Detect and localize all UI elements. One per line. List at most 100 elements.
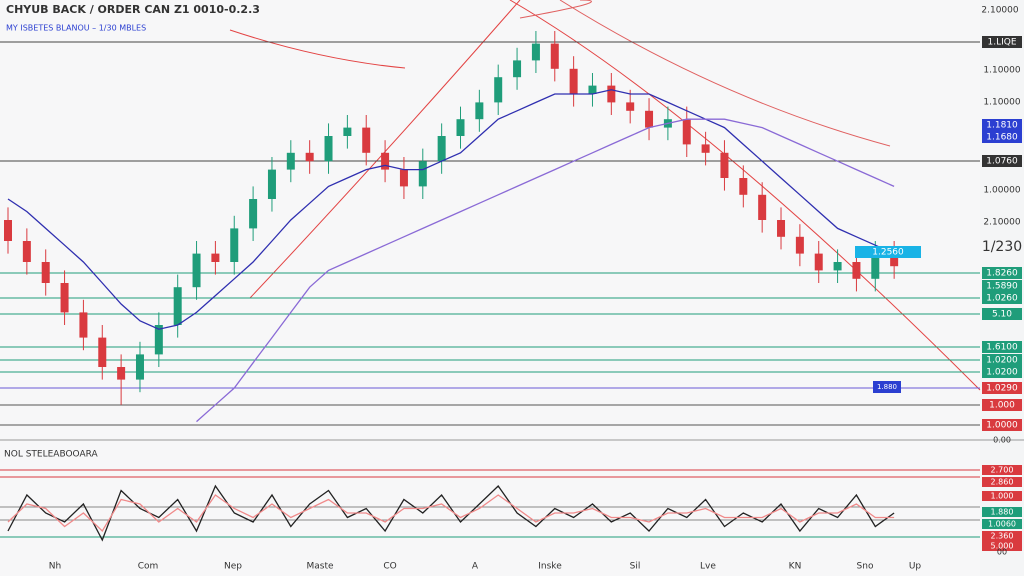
callout-label: 1.2560 xyxy=(872,248,904,258)
candle-body xyxy=(79,312,88,338)
price-label: 1.0290 xyxy=(986,384,1018,394)
candle-body xyxy=(645,110,654,128)
price-label: 1.5890 xyxy=(986,282,1018,292)
candle-body xyxy=(777,220,786,237)
price-label: 1.00000 xyxy=(983,186,1020,196)
x-tick-label: Sno xyxy=(857,562,874,572)
candle-body xyxy=(871,253,880,279)
x-tick-label: Maste xyxy=(306,562,333,572)
candle-body xyxy=(249,199,258,229)
candle-body xyxy=(41,262,50,283)
candle-body xyxy=(135,354,144,380)
candle-body xyxy=(22,241,31,262)
candle-body xyxy=(531,43,540,61)
osc-label: 2.860 xyxy=(991,478,1014,487)
price-tag xyxy=(982,119,1022,131)
x-tick-label: CO xyxy=(383,562,396,572)
x-tick-label: Nep xyxy=(224,562,242,572)
title: CHYUB BACK / ORDER CAN Z1 0010-0.2.3 xyxy=(6,3,260,16)
price-label: 5.10 xyxy=(992,310,1012,320)
price-tag xyxy=(982,292,1022,304)
candle-body xyxy=(456,119,465,136)
price-tag xyxy=(982,280,1022,292)
price-tag xyxy=(982,267,1022,279)
candle-body xyxy=(682,119,691,145)
price-tag xyxy=(982,131,1022,143)
candle-body xyxy=(381,152,390,170)
candle-body xyxy=(173,287,182,325)
subtitle: MY ISBETES BLANOU – 1/30 MBLES xyxy=(6,24,146,33)
price-tag xyxy=(982,419,1022,431)
moving-average xyxy=(196,118,895,423)
x-tick-label: Sil xyxy=(630,562,641,572)
candle-body xyxy=(833,262,842,271)
osc-label: 0.00 xyxy=(993,436,1011,445)
x-tick-label: Up xyxy=(909,562,922,572)
x-tick-label: Inske xyxy=(538,562,562,572)
price-label: 1.0200 xyxy=(986,356,1018,366)
callout xyxy=(873,381,901,393)
osc-tag xyxy=(982,531,1022,541)
price-tag xyxy=(982,399,1022,411)
osc-label: 1.0060 xyxy=(988,520,1016,529)
price-label: 1.10000 xyxy=(983,66,1020,76)
price-tag xyxy=(982,155,1022,167)
price-label: 1.000 xyxy=(989,401,1015,411)
price-tag xyxy=(982,36,1022,48)
candle-body xyxy=(550,43,559,69)
x-tick-label: KN xyxy=(789,562,802,572)
candle-body xyxy=(343,127,352,136)
x-tick-label: Lve xyxy=(700,562,716,572)
price-label: 1.1680 xyxy=(986,133,1018,143)
price-label: 1.1810 xyxy=(986,121,1018,131)
osc-tag xyxy=(982,519,1022,529)
candle-body xyxy=(513,60,522,78)
candle-body xyxy=(758,194,767,220)
top-label: 2.10000 xyxy=(981,6,1018,16)
candle-body xyxy=(475,102,484,120)
candle-body xyxy=(795,236,804,254)
oscillator-line xyxy=(7,484,895,542)
callout-label: 1.880 xyxy=(877,383,897,391)
candle-body xyxy=(362,127,371,153)
candle-body xyxy=(399,169,408,187)
price-label: 2.10000 xyxy=(983,218,1020,228)
price-tag xyxy=(982,354,1022,366)
price-tag xyxy=(982,366,1022,378)
candle-body xyxy=(852,262,861,279)
oscillator-line xyxy=(7,494,895,533)
x-tick-label: A xyxy=(472,562,479,572)
price-label: 1.6100 xyxy=(986,343,1018,353)
plot-bg xyxy=(0,0,980,576)
candle-body xyxy=(720,152,729,178)
candle-body xyxy=(494,77,503,103)
candle-body xyxy=(324,136,333,162)
price-label: 1.0000 xyxy=(986,421,1018,431)
osc-tag xyxy=(982,491,1022,501)
callout xyxy=(855,246,921,258)
osc-tag xyxy=(982,507,1022,517)
candle-body xyxy=(230,228,239,262)
price-label: 1.0260 xyxy=(986,294,1018,304)
candle-body xyxy=(98,337,107,367)
osc-label: 2.360 xyxy=(991,532,1014,541)
candle-body xyxy=(626,102,635,111)
candle-body xyxy=(569,68,578,94)
candle-body xyxy=(890,253,899,267)
osc-tag xyxy=(982,477,1022,487)
moving-average xyxy=(7,89,895,330)
price-label: 1.LIQE xyxy=(987,38,1016,48)
price-tag xyxy=(982,341,1022,353)
candle-body xyxy=(4,220,12,241)
price-label: 1.8260 xyxy=(986,269,1018,279)
candle-body xyxy=(607,85,616,103)
osc-tag xyxy=(982,465,1022,475)
osc-tag xyxy=(982,541,1022,551)
price-label: 1.0760 xyxy=(986,157,1018,167)
osc-label: 00 xyxy=(997,548,1007,557)
candle-body xyxy=(305,152,314,162)
candle-body xyxy=(588,85,597,94)
price-label: 1.0200 xyxy=(986,368,1018,378)
x-tick-label: Nh xyxy=(49,562,61,572)
